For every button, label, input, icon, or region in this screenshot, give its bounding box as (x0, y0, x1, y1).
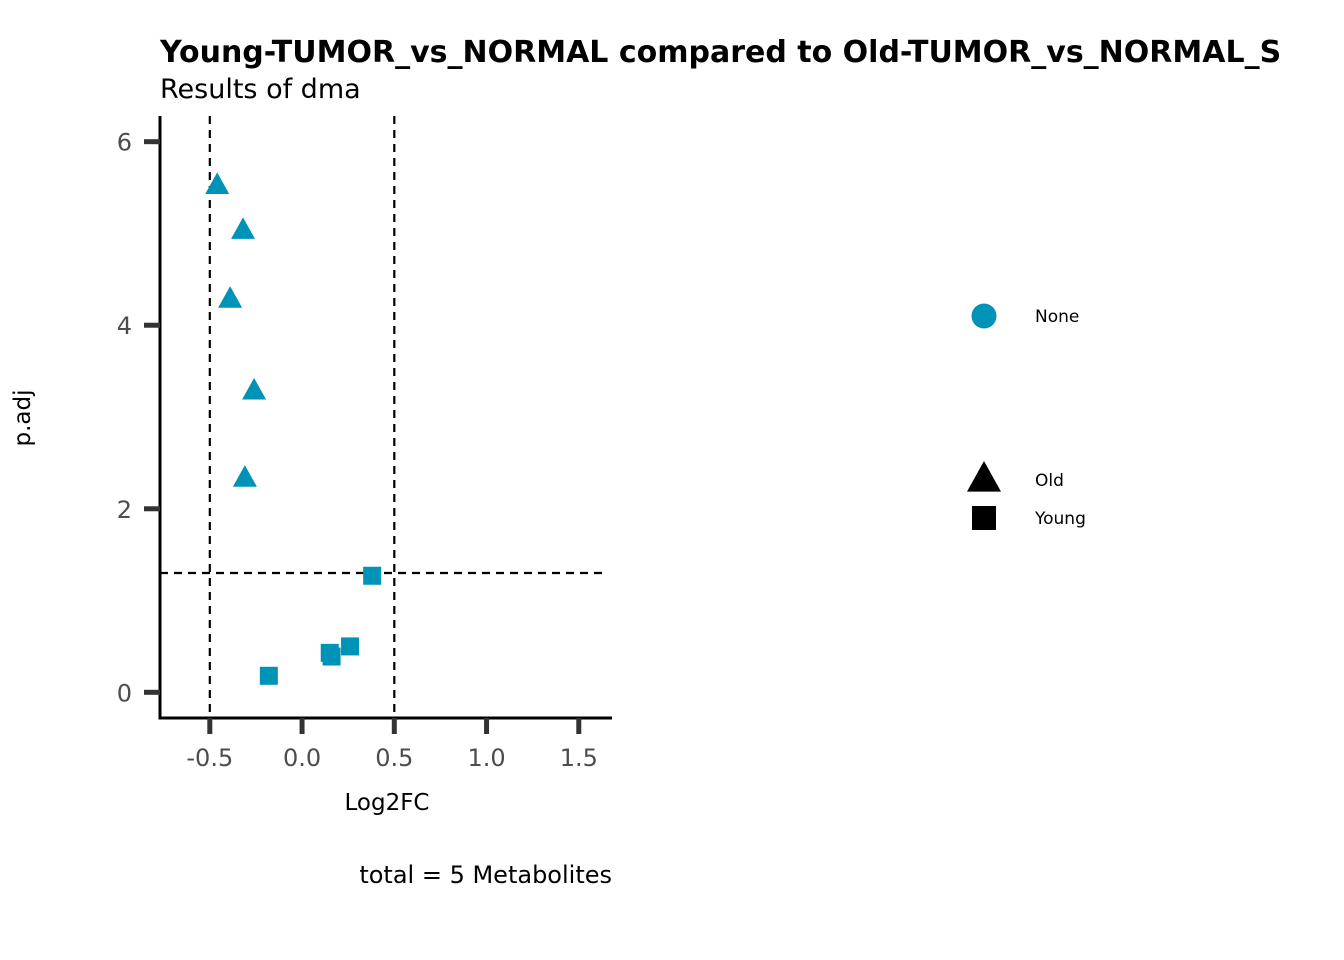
plot-area: -0.5 0.0 0.5 1.0 1.5 0 2 4 6 (117, 116, 612, 772)
y-tick-label: 4 (117, 312, 132, 340)
data-point-old (232, 465, 257, 487)
data-point-old (242, 377, 267, 400)
data-point-young (363, 566, 382, 585)
data-point-old (218, 286, 243, 308)
x-axis-label: Log2FC (344, 790, 429, 816)
y-axis-label: p.adj (10, 390, 36, 447)
x-tick-label: 0.5 (375, 744, 413, 772)
chart-title: Young-TUMOR_vs_NORMAL compared to Old-TU… (159, 35, 1281, 70)
legend: None Old Young (967, 303, 1086, 530)
chart-subtitle: Results of dma (160, 74, 361, 105)
y-tick-label: 6 (117, 129, 132, 157)
data-point-old (205, 172, 230, 194)
y-tick-label: 2 (117, 496, 132, 524)
x-tick-label: 1.0 (467, 744, 505, 772)
y-tick-label: 0 (117, 679, 132, 707)
x-tick-label: 1.5 (560, 744, 598, 772)
data-point-young (259, 666, 278, 685)
legend-label-none: None (1035, 307, 1079, 327)
legend-label-young: Young (1034, 509, 1086, 529)
data-point-old (231, 217, 256, 239)
x-tick-label: 0.0 (283, 744, 321, 772)
legend-key-young (972, 506, 996, 530)
x-tick-label: -0.5 (186, 744, 233, 772)
legend-key-none (971, 303, 997, 329)
data-point-young (341, 637, 360, 656)
legend-label-old: Old (1035, 471, 1064, 491)
chart-caption: total = 5 Metabolites (359, 861, 612, 889)
legend-key-old (967, 461, 1001, 492)
data-point-young (322, 647, 341, 666)
